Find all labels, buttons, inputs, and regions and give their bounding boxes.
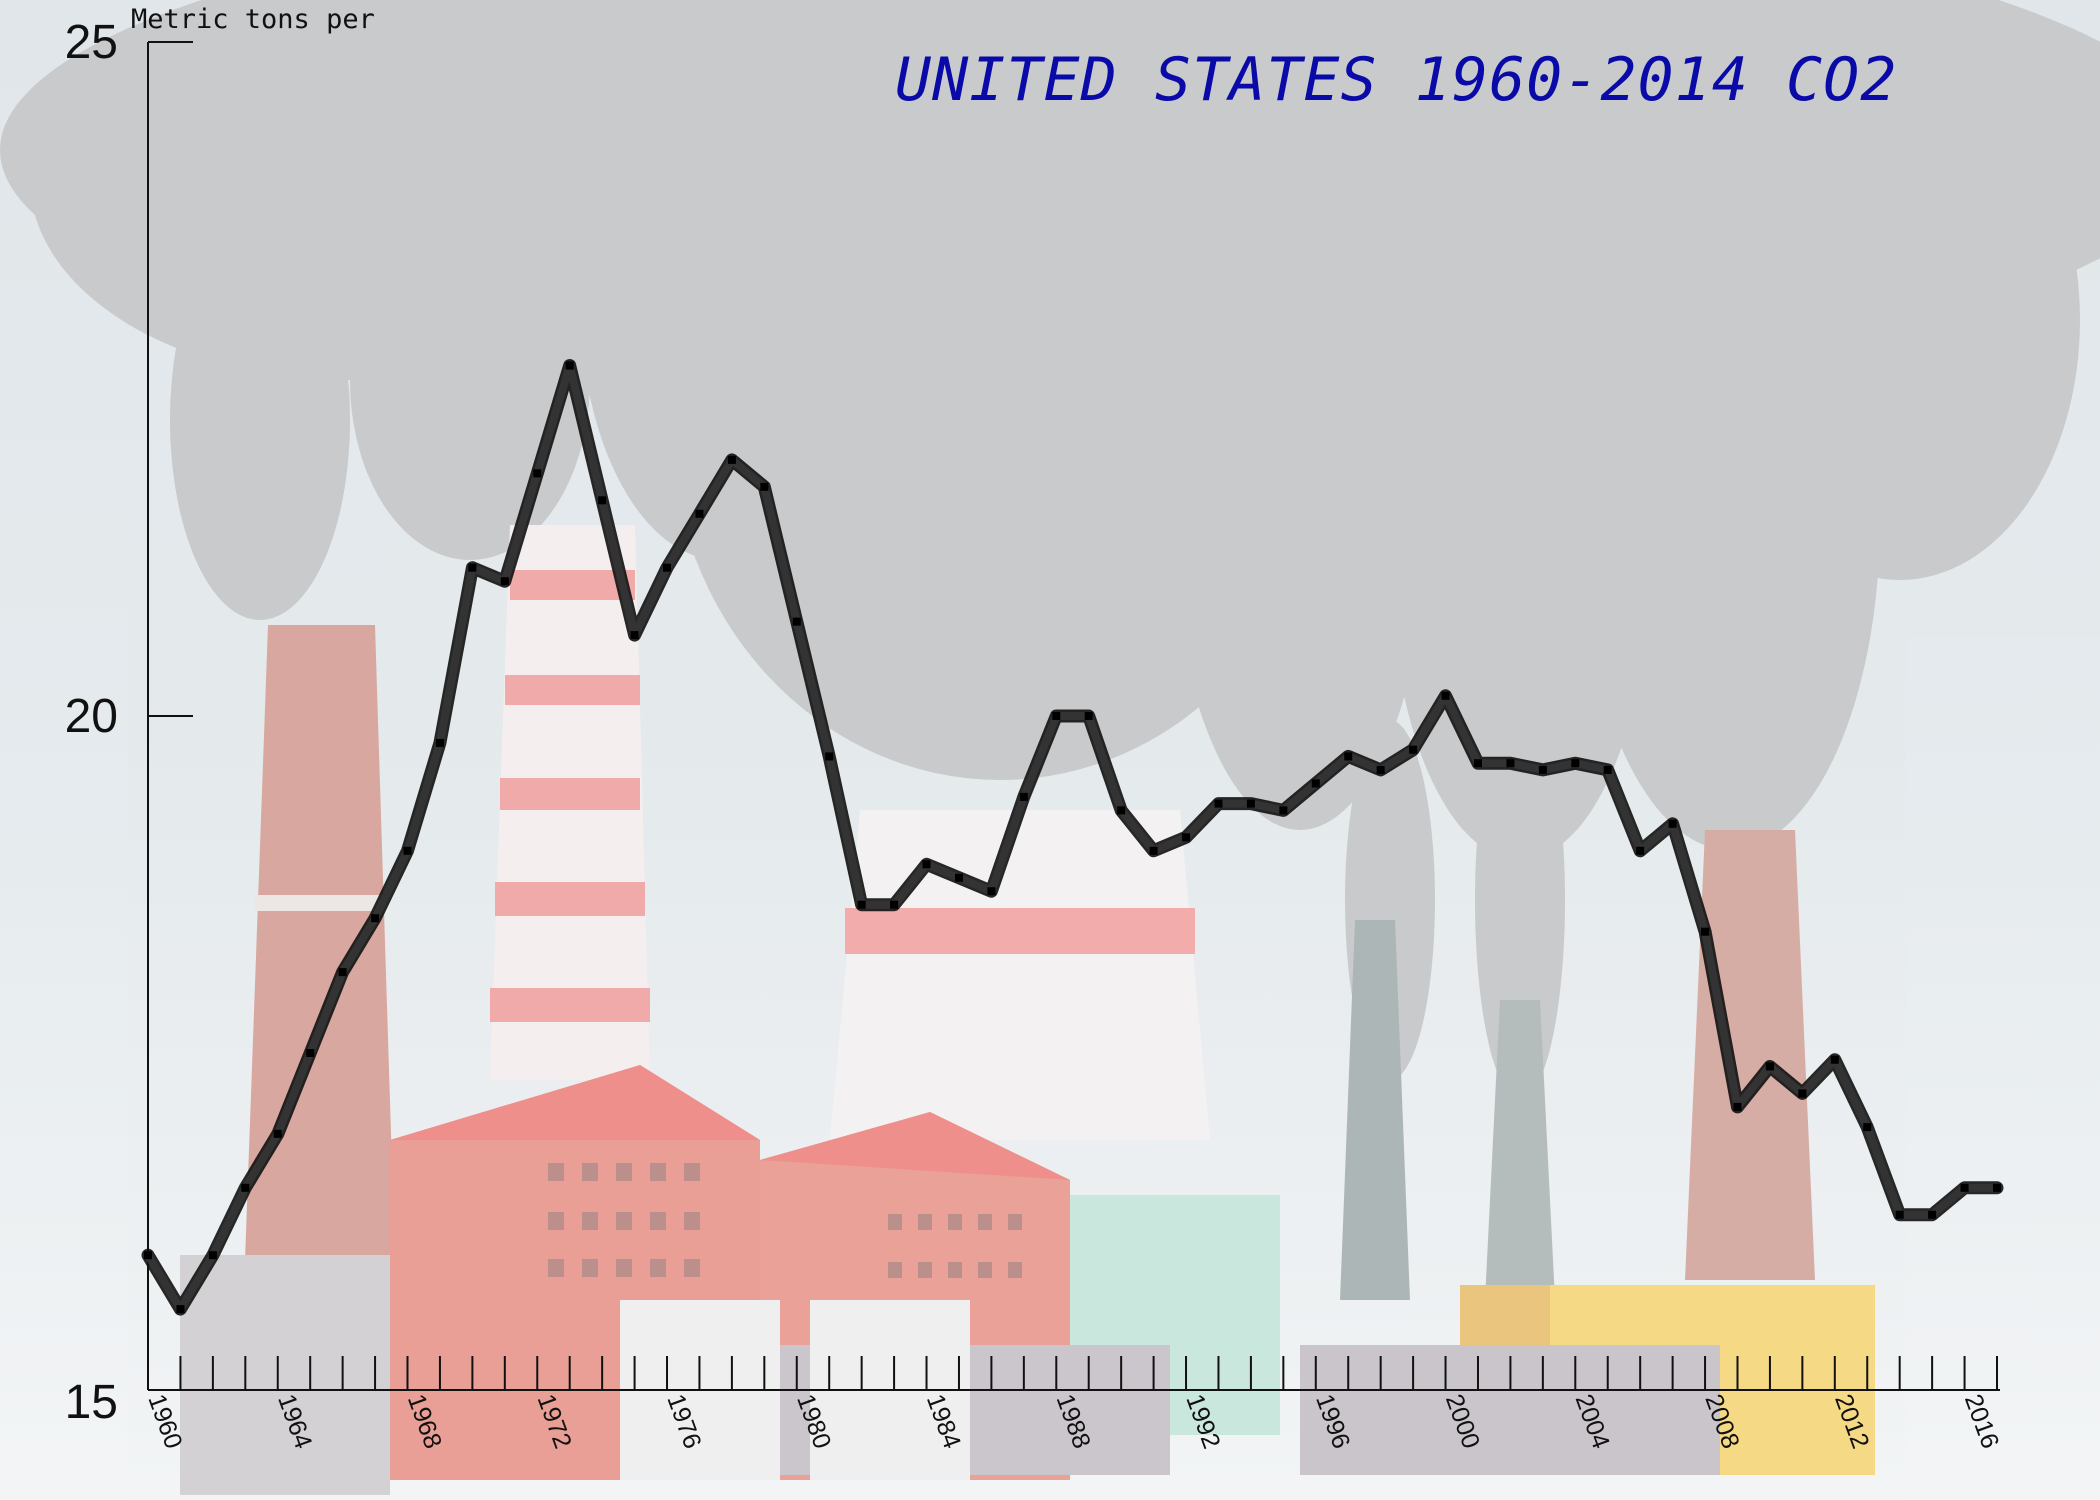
y-axis-unit-label: Metric tons per (131, 4, 375, 35)
data-point (1571, 759, 1580, 768)
data-point (1830, 1055, 1839, 1064)
data-point (1246, 799, 1255, 808)
data-point (500, 577, 509, 586)
data-point (176, 1305, 185, 1314)
left-chimney (245, 625, 395, 1260)
data-point (1441, 691, 1450, 700)
data-point (1149, 846, 1158, 855)
data-point (1895, 1210, 1904, 1219)
data-point (403, 846, 412, 855)
data-point (1182, 833, 1191, 842)
data-point (1668, 819, 1677, 828)
data-point (208, 1251, 217, 1260)
data-point (1765, 1062, 1774, 1071)
data-point (1084, 712, 1093, 720)
data-point (1019, 792, 1028, 801)
series-line (144, 361, 2001, 1314)
data-point (1928, 1210, 1937, 1219)
data-point (987, 887, 996, 896)
y-tick-label: 20 (65, 690, 118, 743)
data-point (338, 968, 347, 977)
data-point (241, 1183, 250, 1192)
data-point (792, 617, 801, 626)
data-point (1733, 1102, 1742, 1111)
data-point (1863, 1123, 1872, 1132)
data-point (1117, 806, 1126, 815)
data-point (565, 361, 574, 370)
data-point (954, 873, 963, 882)
y-ticks: 15 20 25 (65, 16, 193, 1429)
cooling-tower (830, 810, 1210, 1140)
data-point (1701, 927, 1710, 936)
grey-chimney-1 (1340, 920, 1410, 1300)
chart-title: UNITED STATES 1960-2014 CO2 (895, 45, 1897, 115)
data-point (1603, 765, 1612, 774)
data-point (1279, 806, 1288, 815)
data-point (598, 496, 607, 505)
data-point (1636, 846, 1645, 855)
data-point (922, 860, 931, 869)
data-point (1993, 1183, 2001, 1192)
data-point (1344, 752, 1353, 761)
data-point (1311, 779, 1320, 788)
data-point (1409, 745, 1418, 754)
data-point (630, 631, 639, 640)
data-point (663, 563, 672, 572)
data-point (1538, 765, 1547, 774)
data-point (1052, 712, 1061, 720)
data-point (890, 900, 899, 909)
data-point (1798, 1089, 1807, 1098)
data-point (825, 752, 834, 761)
data-point (144, 1251, 152, 1260)
co2-series (141, 359, 2004, 1316)
data-point (468, 563, 477, 572)
data-point (857, 900, 866, 909)
data-point (1960, 1183, 1969, 1192)
data-point (371, 914, 380, 923)
data-point (1506, 759, 1515, 768)
grey-chimney-2 (1485, 1000, 1555, 1300)
data-point (306, 1049, 315, 1057)
right-chimney (1685, 830, 1815, 1280)
data-point (435, 738, 444, 747)
building-windows (548, 1163, 1022, 1278)
data-point (273, 1129, 282, 1138)
data-point (533, 469, 542, 478)
smoke-clouds (0, 0, 2100, 1100)
data-point (727, 455, 736, 464)
data-point (760, 482, 769, 491)
data-point (1473, 759, 1482, 768)
striped-tower (490, 525, 650, 1080)
data-point (1376, 765, 1385, 774)
data-point (1214, 799, 1223, 808)
data-point (695, 509, 704, 518)
y-tick-label: 25 (65, 16, 118, 69)
y-tick-label: 15 (65, 1376, 118, 1429)
